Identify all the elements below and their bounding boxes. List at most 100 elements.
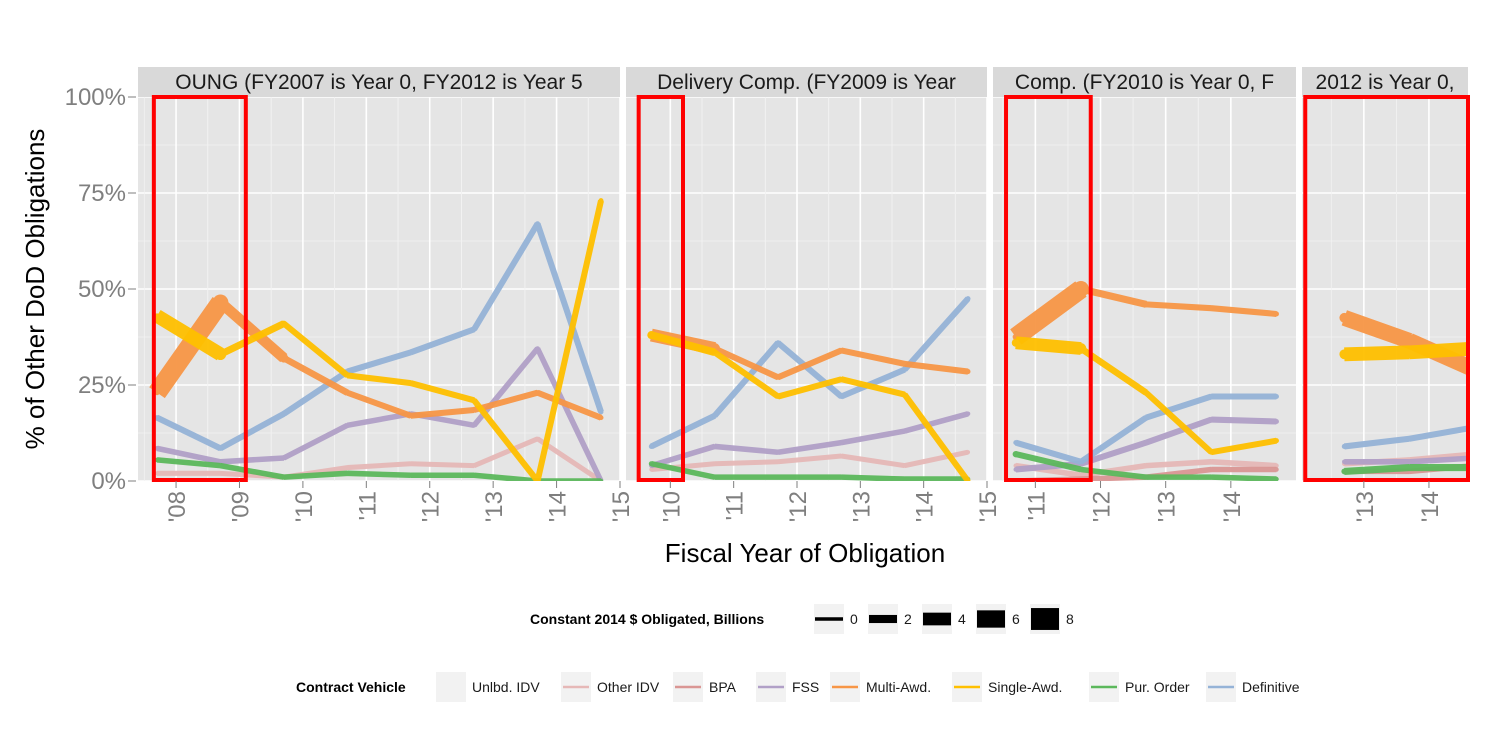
data-point: [598, 409, 604, 415]
data-point: [1208, 474, 1214, 480]
x-axis-title: Fiscal Year of Obligation: [665, 538, 945, 568]
series-segment: [1010, 281, 1087, 345]
series-segment: [1211, 474, 1277, 481]
size-legend-title: Constant 2014 $ Obligated, Billions: [530, 611, 764, 627]
series-segment: [1211, 305, 1277, 317]
series-segment: [840, 428, 906, 446]
data-point: [902, 463, 907, 468]
data-point: [344, 372, 350, 378]
data-point: [535, 478, 541, 481]
data-point: [1402, 334, 1417, 348]
series-segment: [714, 459, 779, 467]
data-point: [217, 445, 223, 451]
series-segment: [841, 474, 905, 481]
series-segment: [347, 470, 411, 479]
series-segment: [410, 461, 475, 469]
size-key-label: 6: [1012, 611, 1020, 627]
x-tick-label: '08: [164, 491, 191, 522]
series-segment: [1341, 310, 1413, 349]
x-tick-label: '11: [354, 491, 381, 521]
series-segment: [535, 347, 604, 481]
color-key-label: FSS: [792, 679, 819, 695]
series-definitive: [154, 221, 604, 452]
series-segment: [410, 406, 475, 419]
data-point: [1078, 466, 1084, 473]
x-tick-label: '12: [418, 491, 445, 522]
data-point: [902, 476, 907, 481]
series-segment: [473, 389, 539, 413]
highlight-box: [636, 95, 686, 482]
series-segment: [1344, 345, 1410, 362]
data-point: [1342, 459, 1347, 465]
series-segment: [471, 222, 541, 331]
series-pur-order: [1012, 450, 1279, 481]
data-point: [838, 347, 844, 353]
data-point: [775, 340, 781, 346]
color-key-label: Definitive: [1242, 679, 1300, 695]
series-segment: [346, 349, 412, 375]
y-tick-label: 75%: [78, 180, 126, 207]
data-point: [535, 221, 541, 227]
facet-strip-label: OUNG (FY2007 is Year 0, FY2012 is Year 5: [175, 71, 582, 94]
data-point: [1407, 459, 1412, 465]
data-point: [965, 450, 971, 455]
data-point: [1143, 474, 1149, 480]
series-segment: [473, 436, 539, 468]
data-point: [902, 367, 908, 373]
data-point: [1208, 467, 1214, 472]
highlight-box: [1004, 95, 1093, 482]
series-segment: [1145, 301, 1212, 312]
data-point: [1472, 463, 1477, 468]
panel-content: [1302, 97, 1477, 481]
series-segment: [840, 376, 906, 398]
data-point: [1406, 436, 1412, 442]
facet-strip-label: Comp. (FY2010 is Year 0, F: [1015, 71, 1274, 94]
x-tick-label: '11: [722, 491, 749, 521]
size-key-label: 0: [850, 611, 858, 627]
data-point: [1273, 418, 1279, 425]
size-key-line: [1031, 608, 1059, 630]
series-segment: [347, 461, 411, 471]
size-key-line: [977, 610, 1005, 628]
series-segment: [216, 298, 288, 363]
data-point: [902, 392, 908, 398]
data-point: [1073, 281, 1089, 297]
data-point: [598, 415, 604, 421]
series-single-awd: [1011, 336, 1279, 456]
data-point: [1143, 415, 1149, 421]
series-segment: [220, 455, 285, 465]
series-segment: [219, 462, 285, 480]
data-point: [1341, 443, 1347, 449]
x-tick-label: '13: [1154, 491, 1181, 522]
data-point: [408, 413, 414, 419]
series-single-awd: [1339, 341, 1468, 362]
series-segment: [1409, 455, 1468, 465]
series-segment: [1015, 336, 1082, 355]
series-segment: [1014, 439, 1082, 465]
series-segment: [346, 389, 412, 419]
data-point: [471, 326, 477, 332]
data-point: [218, 463, 223, 468]
data-point: [471, 397, 477, 403]
facet-strip: [626, 67, 987, 97]
color-key-label: Unlbd. IDV: [472, 679, 540, 695]
series-segment: [218, 411, 286, 452]
series-segment: [536, 389, 603, 421]
series-segment: [1211, 459, 1277, 469]
x-tick-label: '13: [481, 491, 508, 522]
data-point: [1208, 393, 1214, 400]
series-segment: [1211, 416, 1277, 425]
series-segment: [409, 326, 476, 356]
series-other-idv: [154, 436, 604, 481]
series-pur-order: [1341, 464, 1468, 475]
series-segment: [777, 439, 842, 455]
facet-panel: 2012 is Year 0, '13 '14: [1302, 67, 1477, 522]
data-point: [965, 369, 971, 375]
series-segment: [903, 411, 969, 434]
x-tick-label: '14: [912, 491, 939, 522]
data-point: [838, 393, 844, 400]
data-point: [839, 453, 844, 459]
series-segment: [282, 355, 349, 396]
data-point: [1403, 346, 1416, 359]
x-tick-label: '09: [227, 491, 254, 522]
